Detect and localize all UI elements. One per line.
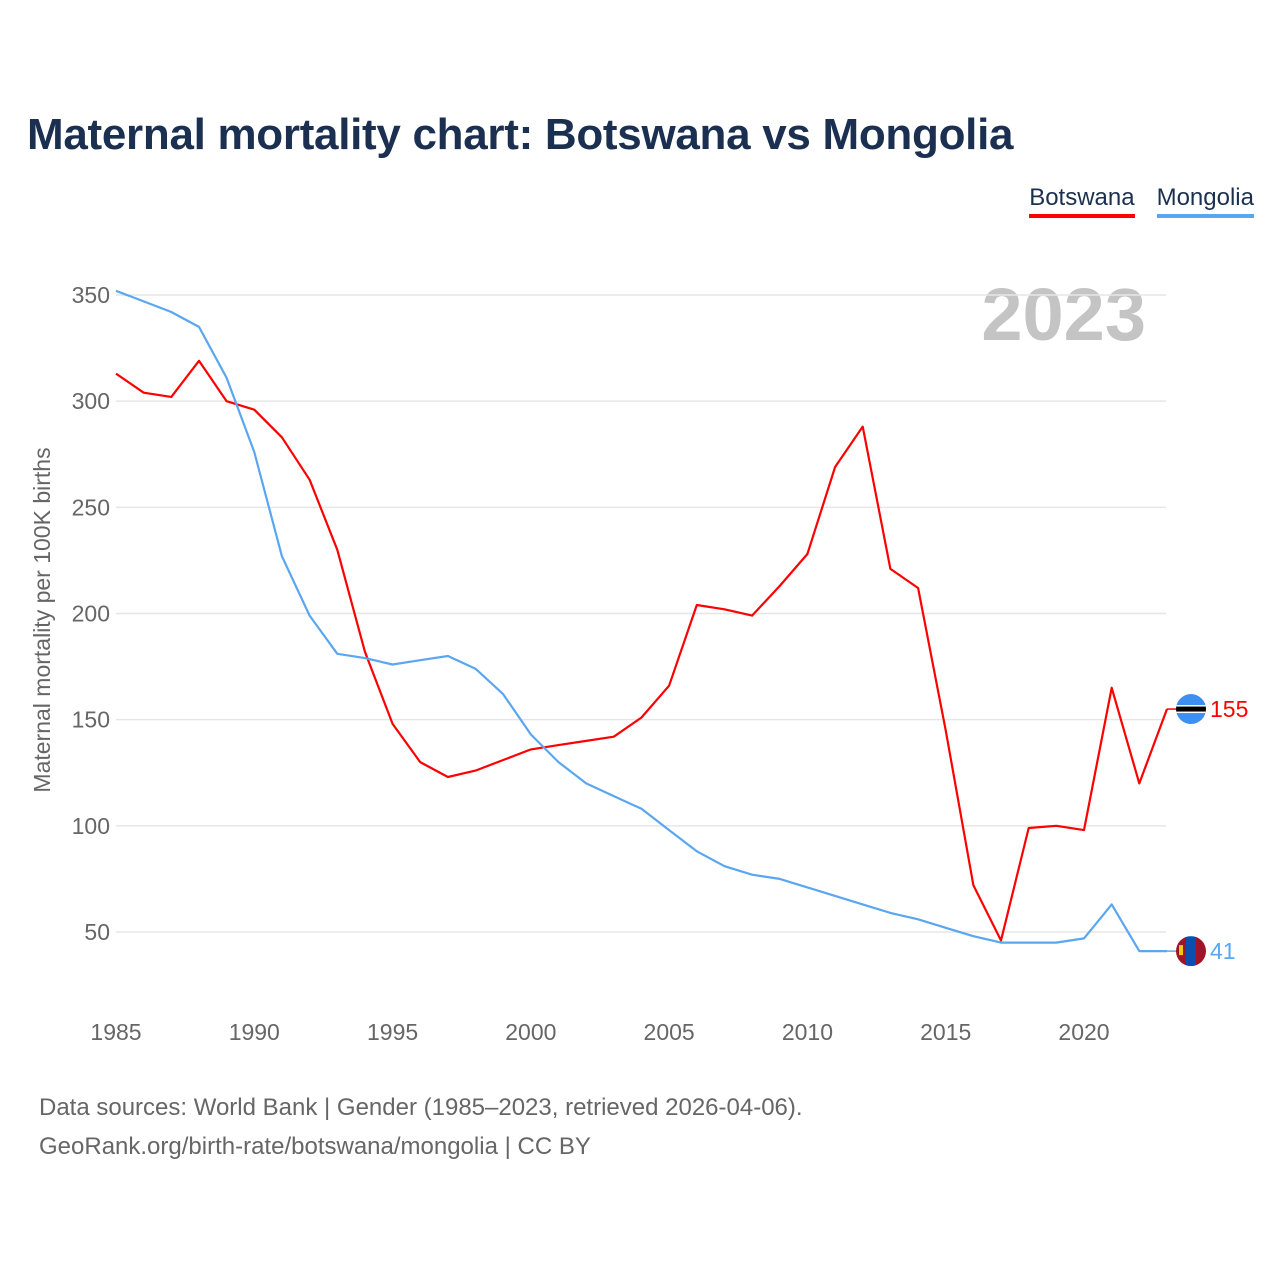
legend: Botswana Mongolia [1029,184,1254,218]
chart-title: Maternal mortality chart: Botswana vs Mo… [27,110,1014,159]
end-value-label: 41 [1210,938,1236,964]
end-value-label: 155 [1210,696,1248,722]
y-tick-label: 350 [72,282,110,308]
flag-stripe [1186,936,1196,967]
y-tick-label: 150 [72,707,110,733]
y-axis-label: Maternal mortality per 100K births [29,447,55,792]
y-tick-label: 200 [72,601,110,627]
flag-body [1176,694,1206,725]
mongolia-flag-icon [1176,936,1206,967]
y-tick-label: 100 [72,813,110,839]
year-watermark: 2023 [981,273,1146,356]
x-tick-label: 1990 [229,1019,280,1045]
flag-body [1176,936,1206,967]
botswana-flag-icon [1176,694,1206,725]
x-tick-label: 2005 [644,1019,695,1045]
flag-stripe [1196,936,1206,967]
source-line-2[interactable]: GeoRank.org/birth-rate/botswana/mongolia… [39,1133,591,1160]
x-tick-label: 2000 [505,1019,556,1045]
y-tick-label: 50 [84,919,110,945]
x-tick-label: 2020 [1058,1019,1109,1045]
series-line-mongolia [115,289,1167,953]
x-tick-label: 2010 [782,1019,833,1045]
y-tick-label: 300 [72,388,110,414]
legend-mongolia[interactable]: Mongolia [1156,184,1254,218]
x-tick-label: 2015 [920,1019,971,1045]
x-tick-label: 1985 [90,1019,141,1045]
source-line-1: Data sources: World Bank | Gender (1985–… [39,1094,803,1121]
flag-stripe [1176,706,1206,712]
source-note: Data sources: World Bank | Gender (1985–… [39,1088,803,1166]
series-line-botswana [115,359,1169,942]
legend-botswana[interactable]: Botswana [1029,184,1135,218]
x-tick-label: 1995 [367,1019,418,1045]
y-tick-label: 250 [72,494,110,520]
flag-soyombo [1179,945,1183,956]
